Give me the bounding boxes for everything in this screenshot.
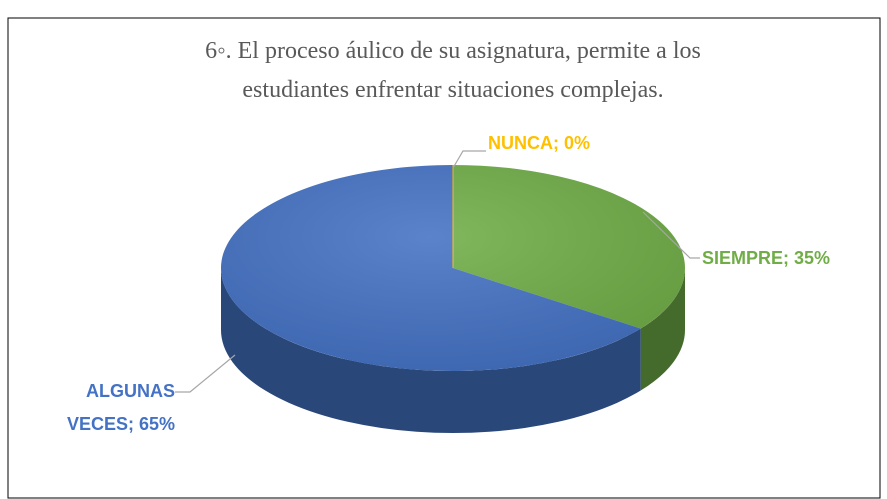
- chart-title: estudiantes enfrentar situaciones comple…: [242, 77, 663, 103]
- data-label: ALGUNAS VECES; 65%: [66, 381, 175, 434]
- data-label: NUNCA; 0%: [488, 133, 591, 153]
- frame: [7, 17, 881, 499]
- leader-line: [452, 150, 486, 169]
- data-label: SIEMPRE; 35%: [702, 248, 831, 268]
- leader-line: [642, 211, 700, 259]
- pie-side: [221, 268, 641, 433]
- chart-title: 6◦. El proceso áulico de su asignatura, …: [205, 38, 701, 64]
- leader-line: [175, 354, 236, 393]
